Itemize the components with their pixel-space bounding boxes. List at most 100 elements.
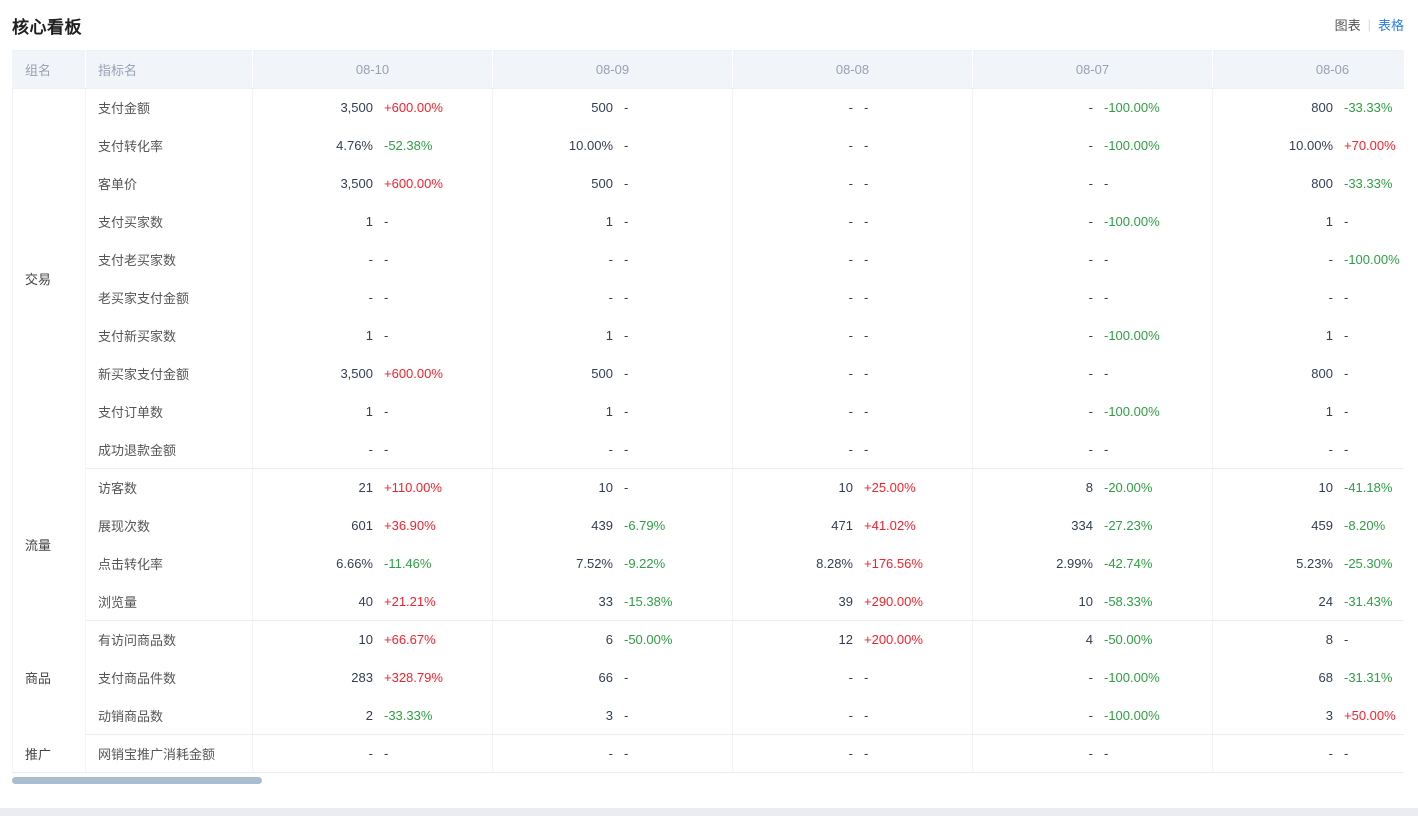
value-cell-content: - -100.00% (1213, 252, 1404, 267)
value-cell-content: -- (973, 366, 1212, 381)
value-cell-content: - -100.00% (973, 670, 1212, 685)
value-cell: 2.99% -42.74% (972, 544, 1213, 583)
change-value: - (624, 441, 629, 457)
value-cell: -- (732, 164, 973, 203)
change-value: +21.21% (384, 593, 436, 609)
metric-value: - (368, 746, 373, 761)
metric-value: 8.28% (816, 556, 853, 571)
value-cell: 601 +36.90% (252, 506, 493, 545)
value-cell-content: -- (253, 252, 492, 267)
change-value: - (864, 214, 869, 229)
value-cell-content: 800- (1213, 366, 1404, 381)
metric-value: - (1088, 214, 1093, 229)
value-cell: -- (732, 240, 973, 279)
value-cell: 1- (492, 202, 733, 241)
value-cell-content: 10 +25.00% (733, 480, 972, 495)
value-cell: 68 -31.31% (1212, 658, 1404, 697)
change-value: -31.31% (1344, 670, 1393, 685)
table-view-link[interactable]: 表格 (1377, 18, 1404, 33)
metric-value: - (1088, 707, 1093, 723)
change-value: +110.00% (384, 480, 442, 496)
metric-value: 1 (1325, 214, 1333, 229)
metric-value: - (1088, 746, 1093, 761)
metric-value: - (848, 138, 853, 153)
metric-value: 8 (1325, 632, 1333, 648)
change-value: - (624, 366, 629, 381)
metric-value: - (368, 441, 373, 457)
metric-value: - (1088, 670, 1093, 685)
table-row: 点击转化率 6.66% -11.46% 7.52% -9.22% 8.28% +176.56… (13, 544, 1404, 583)
value-cell-content: 4 -50.00% (973, 632, 1212, 647)
value-cell-content: -- (493, 442, 732, 457)
table-row: 客单价 3,500 +600.00% 500- - - - -800 -33.33% (13, 164, 1404, 203)
metric-value: 800 (1311, 366, 1333, 381)
metric-value: 3,500 (340, 100, 373, 116)
metric-name-cell: 支付金额 (85, 88, 253, 127)
value-cell: -- (972, 278, 1213, 317)
value-cell: -- (252, 240, 493, 279)
metric-value: 3 (605, 707, 613, 723)
value-cell: 7.52% -9.22% (492, 544, 733, 583)
change-value: +66.67% (384, 632, 436, 648)
change-value: -20.00% (1104, 480, 1153, 496)
change-value: - (864, 176, 869, 191)
value-cell-content: 24 -31.43% (1213, 594, 1404, 609)
value-cell: 66- (492, 658, 733, 697)
change-value: -33.33% (384, 707, 433, 723)
metric-value: 10.00% (1288, 138, 1333, 153)
value-cell: -- (492, 278, 733, 317)
value-cell: -- (492, 240, 733, 279)
change-value: -15.38% (624, 593, 673, 609)
value-cell-content: 800 -33.33% (1213, 100, 1404, 115)
value-cell-content: - -100.00% (973, 328, 1212, 343)
metric-value: 2.99% (1056, 556, 1093, 571)
value-cell-content: -- (493, 290, 732, 305)
change-value: - (384, 746, 389, 761)
value-cell-content: 283 +328.79% (253, 670, 492, 685)
metric-value: 1 (365, 404, 373, 419)
horizontal-scrollbar-thumb[interactable] (12, 777, 262, 784)
value-cell: 3- (492, 696, 733, 735)
change-value: -100.00% (1104, 138, 1160, 153)
value-cell-content: -- (733, 670, 972, 685)
metric-value: 7.52% (576, 556, 613, 571)
value-cell: -- (732, 278, 973, 317)
value-cell-content: -- (1213, 442, 1404, 457)
metric-name-cell: 有访问商品数 (85, 620, 253, 659)
value-cell-content: 10 -41.18% (1213, 480, 1404, 495)
change-value: - (384, 290, 389, 305)
table-row: 支付订单数 1-1- - - - -100.00% 1- (13, 392, 1404, 431)
change-value: +70.00% (1344, 138, 1396, 153)
change-value: - (1344, 404, 1349, 419)
metric-value: - (848, 670, 853, 685)
page-title: 核心看板 (12, 18, 82, 37)
metric-value: 1 (1325, 404, 1333, 419)
value-cell: -- (972, 240, 1213, 279)
change-value: - (864, 441, 869, 457)
chart-view-link[interactable]: 图表 (1334, 18, 1361, 33)
change-value: - (1104, 441, 1109, 457)
toggle-separator: | (1367, 17, 1371, 32)
change-value: +50.00% (1344, 707, 1396, 723)
change-value: - (624, 138, 629, 153)
value-cell: 4.76% -52.38% (252, 126, 493, 165)
value-cell: 10 +66.67% (252, 620, 493, 659)
metric-value: 3,500 (340, 366, 373, 381)
metric-value: 8 (1085, 480, 1093, 496)
value-cell: 800- (1212, 354, 1404, 393)
value-cell: - -100.00% (972, 88, 1213, 127)
metric-value: 10 (1318, 480, 1333, 496)
change-value: - (1104, 252, 1109, 267)
value-cell-content: 33 -15.38% (493, 594, 732, 609)
metric-value: 10 (598, 480, 613, 496)
value-cell: 24 -31.43% (1212, 582, 1404, 621)
table-row: 新买家支付金额 3,500 +600.00% 500- - - - -800- (13, 354, 1404, 393)
value-cell-content: -- (733, 328, 972, 343)
metric-value: 1 (1325, 328, 1333, 343)
change-value: - (1344, 366, 1349, 381)
value-cell-content: 21 +110.00% (253, 480, 492, 495)
value-cell-content: 1- (493, 328, 732, 343)
value-cell-content: 1- (1213, 328, 1404, 343)
value-cell: 6.66% -11.46% (252, 544, 493, 583)
change-value: - (1344, 632, 1349, 648)
